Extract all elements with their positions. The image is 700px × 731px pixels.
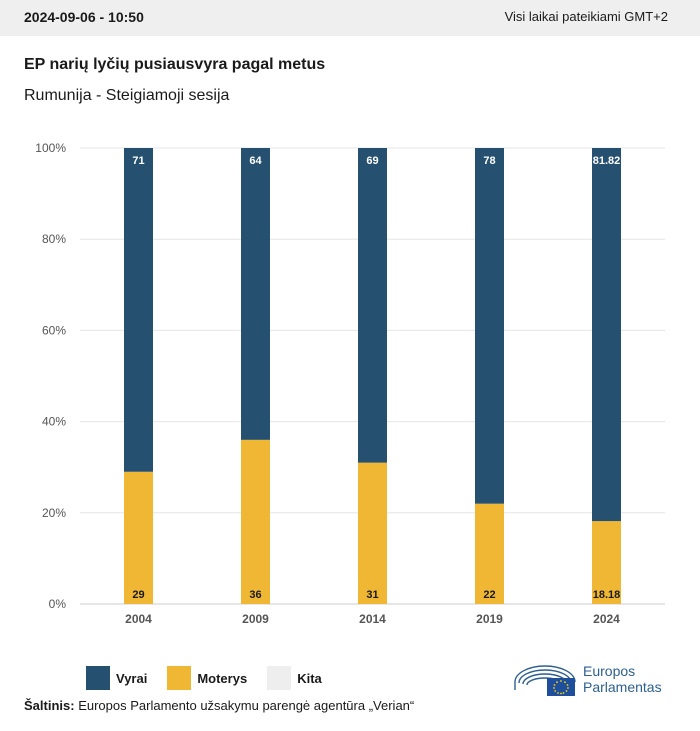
legend-swatch-vyrai bbox=[86, 666, 110, 690]
source-note: Šaltinis: Europos Parlamento užsakymu pa… bbox=[24, 698, 414, 713]
y-tick-label: 0% bbox=[49, 597, 67, 611]
timestamp: 2024-09-06 - 10:50 bbox=[24, 9, 144, 25]
y-tick-label: 20% bbox=[42, 506, 66, 520]
x-tick-label: 2009 bbox=[242, 612, 269, 626]
data-label: 64 bbox=[249, 155, 262, 167]
legend-item-vyrai[interactable]: Vyrai bbox=[86, 666, 147, 690]
data-label: 22 bbox=[483, 589, 495, 601]
data-label: 71 bbox=[132, 155, 144, 167]
data-label: 31 bbox=[366, 589, 378, 601]
stacked-bar-chart: 0% 20% 40% 60% 80% 100% 29 71 2004 36 64 2009 31 69 20… bbox=[35, 141, 665, 626]
bar-vyrai-2004 bbox=[124, 148, 153, 472]
x-tick-label: 2024 bbox=[593, 612, 620, 626]
data-label: 69 bbox=[366, 155, 378, 167]
bar-vyrai-2014 bbox=[358, 148, 387, 463]
y-tick-label: 100% bbox=[35, 141, 66, 155]
bar-moterys-2009 bbox=[241, 439, 270, 604]
x-tick-label: 2014 bbox=[359, 612, 386, 626]
bar-moterys-2024 bbox=[592, 521, 621, 604]
legend-swatch-moterys bbox=[167, 666, 192, 690]
data-label: 36 bbox=[249, 589, 261, 601]
ep-logo-icon bbox=[514, 665, 576, 696]
timezone-note: Visi laikai pateikiami GMT+2 bbox=[504, 9, 668, 24]
source-label: Šaltinis: bbox=[24, 698, 75, 713]
legend-label: Vyrai bbox=[116, 670, 148, 686]
x-tick-label: 2004 bbox=[125, 612, 152, 626]
chart-subtitle: Rumunija - Steigiamoji sesija bbox=[24, 87, 230, 104]
bar-moterys-2004 bbox=[124, 471, 153, 604]
y-tick-label: 40% bbox=[42, 415, 66, 429]
legend-item-kita[interactable]: Kita bbox=[267, 666, 322, 690]
x-tick-label: 2019 bbox=[476, 612, 503, 626]
data-label: 78 bbox=[483, 155, 495, 167]
data-label: 81.82 bbox=[593, 155, 621, 167]
y-tick-label: 60% bbox=[42, 323, 66, 337]
logo-line-2: Parlamentas bbox=[583, 679, 662, 695]
bar-vyrai-2024 bbox=[592, 148, 621, 522]
top-bar: 2024-09-06 - 10:50 Visi laikai pateikiam… bbox=[0, 0, 700, 36]
legend-swatch-kita bbox=[267, 666, 292, 690]
bar-moterys-2019 bbox=[475, 503, 504, 604]
logo-line-1: Europos bbox=[583, 663, 636, 679]
legend-item-moterys[interactable]: Moterys bbox=[167, 666, 247, 690]
bar-vyrai-2009 bbox=[241, 148, 270, 440]
ep-logo: Europos Parlamentas bbox=[513, 660, 662, 698]
legend: Vyrai Moterys Kita bbox=[86, 666, 342, 690]
logo-text: Europos Parlamentas bbox=[583, 663, 662, 695]
chart-title: EP narių lyčių pusiausvyra pagal metus bbox=[24, 56, 326, 73]
data-label: 18.18 bbox=[593, 589, 621, 601]
source-text: Europos Parlamento užsakymu parengė agen… bbox=[78, 698, 415, 713]
bar-moterys-2014 bbox=[358, 462, 387, 604]
legend-label: Kita bbox=[297, 670, 322, 686]
legend-label: Moterys bbox=[197, 670, 248, 686]
y-tick-label: 80% bbox=[42, 232, 66, 246]
data-label: 29 bbox=[132, 589, 144, 601]
bar-vyrai-2019 bbox=[475, 148, 504, 504]
